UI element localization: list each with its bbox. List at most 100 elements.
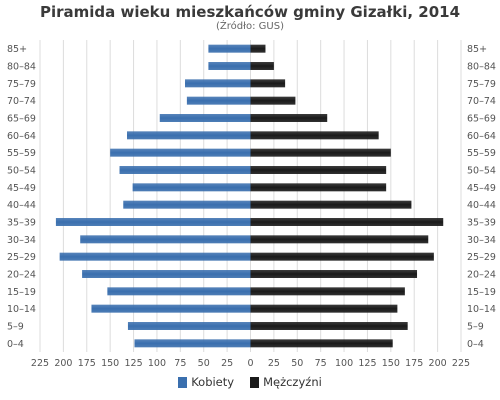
x-tick-label: 200 — [429, 358, 447, 369]
bar-male-40-44[interactable] — [250, 200, 412, 209]
category-label-left: 55–59 — [7, 148, 36, 159]
bar-male-50-54[interactable] — [250, 166, 387, 174]
category-label-left: 20–24 — [7, 270, 36, 281]
bar-female-30-34[interactable] — [80, 235, 251, 244]
x-tick-label: 25 — [221, 358, 233, 369]
bar-male-60-64[interactable] — [250, 131, 379, 140]
x-tick-label: 125 — [124, 358, 142, 369]
bar-male-70-74[interactable] — [250, 96, 296, 105]
category-label-right: 70–74 — [467, 96, 496, 107]
bar-female-25-29[interactable] — [59, 252, 251, 261]
category-label-right: 0–4 — [467, 339, 484, 350]
bar-male-80-84[interactable] — [250, 62, 274, 70]
category-label-right: 45–49 — [467, 183, 496, 194]
bar-female-60-64[interactable] — [127, 131, 251, 140]
category-label-right: 85+ — [467, 44, 487, 55]
category-label-right: 65–69 — [467, 114, 496, 125]
x-tick-label: 75 — [315, 358, 327, 369]
category-label-left: 15–19 — [7, 287, 36, 298]
bar-female-5-9[interactable] — [127, 322, 251, 330]
bar-male-0-4[interactable] — [250, 339, 393, 348]
category-label-left: 25–29 — [7, 252, 36, 263]
bar-male-85+[interactable] — [250, 44, 266, 53]
x-tick-label: 100 — [148, 358, 166, 369]
bar-female-50-54[interactable] — [119, 166, 251, 174]
category-label-left: 35–39 — [7, 218, 36, 229]
bar-female-55-59[interactable] — [110, 148, 251, 157]
bar-male-15-19[interactable] — [250, 287, 405, 296]
x-tick-label: 150 — [101, 358, 119, 369]
x-tick-label: 50 — [198, 358, 210, 369]
category-label-right: 10–14 — [467, 304, 496, 315]
bar-female-70-74[interactable] — [186, 96, 251, 105]
x-tick-label: 225 — [452, 358, 470, 369]
category-label-left: 5–9 — [7, 322, 24, 333]
bar-female-0-4[interactable] — [134, 339, 251, 348]
legend-item-female[interactable]: Kobiety — [178, 375, 234, 389]
x-tick-label: 0 — [247, 358, 253, 369]
category-label-left: 65–69 — [7, 114, 36, 125]
bar-male-30-34[interactable] — [250, 235, 429, 244]
bar-female-20-24[interactable] — [82, 270, 251, 278]
chart-title: Piramida wieku mieszkańców gminy Gizałki… — [39, 3, 461, 21]
bar-female-15-19[interactable] — [107, 287, 251, 296]
bar-male-55-59[interactable] — [250, 148, 391, 157]
chart-legend: Kobiety Mężczyźni — [0, 375, 500, 389]
x-tick-label: 225 — [31, 358, 49, 369]
x-tick-label: 100 — [335, 358, 353, 369]
legend-swatch-female — [178, 376, 188, 388]
category-label-left: 75–79 — [7, 79, 36, 90]
bar-female-45-49[interactable] — [132, 183, 251, 192]
chart-subtitle: (Źródło: GUS) — [216, 21, 284, 32]
x-tick-label: 175 — [405, 358, 423, 369]
bar-female-40-44[interactable] — [123, 200, 251, 209]
category-label-left: 40–44 — [7, 200, 36, 211]
category-label-right: 5–9 — [467, 322, 484, 333]
bar-female-85+[interactable] — [208, 44, 251, 53]
bar-male-5-9[interactable] — [250, 322, 408, 330]
category-label-left: 85+ — [7, 44, 27, 55]
category-label-right: 40–44 — [467, 200, 496, 211]
category-label-right: 15–19 — [467, 287, 496, 298]
x-tick-label: 175 — [78, 358, 96, 369]
bar-female-75-79[interactable] — [185, 79, 251, 88]
category-label-left: 80–84 — [7, 62, 36, 73]
x-tick-label: 25 — [268, 358, 280, 369]
bar-female-35-39[interactable] — [55, 218, 251, 226]
bar-male-25-29[interactable] — [250, 252, 434, 261]
legend-item-male[interactable]: Mężczyźni — [250, 375, 322, 389]
category-label-left: 50–54 — [7, 166, 36, 177]
category-label-left: 60–64 — [7, 131, 36, 142]
x-tick-label: 200 — [54, 358, 72, 369]
category-label-right: 30–34 — [467, 235, 496, 246]
bar-male-10-14[interactable] — [250, 304, 398, 313]
bar-female-80-84[interactable] — [208, 62, 251, 70]
category-label-right: 75–79 — [467, 79, 496, 90]
bar-male-35-39[interactable] — [250, 218, 444, 226]
bar-male-65-69[interactable] — [250, 114, 328, 122]
bar-male-20-24[interactable] — [250, 270, 418, 278]
bar-female-65-69[interactable] — [159, 114, 251, 122]
bar-male-45-49[interactable] — [250, 183, 387, 192]
legend-swatch-male — [250, 376, 260, 388]
x-tick-label: 75 — [174, 358, 186, 369]
category-label-left: 30–34 — [7, 235, 36, 246]
category-label-left: 70–74 — [7, 96, 36, 107]
category-label-left: 0–4 — [7, 339, 24, 350]
category-label-right: 35–39 — [467, 218, 496, 229]
x-tick-label: 125 — [358, 358, 376, 369]
category-label-right: 80–84 — [467, 62, 496, 73]
legend-label-male: Mężczyźni — [263, 375, 322, 389]
category-label-right: 60–64 — [467, 131, 496, 142]
category-label-right: 50–54 — [467, 166, 496, 177]
category-label-right: 20–24 — [467, 270, 496, 281]
category-label-right: 55–59 — [467, 148, 496, 159]
category-label-right: 25–29 — [467, 252, 496, 263]
bar-male-75-79[interactable] — [250, 79, 286, 88]
legend-label-female: Kobiety — [191, 375, 235, 389]
category-label-left: 10–14 — [7, 304, 36, 315]
category-label-left: 45–49 — [7, 183, 36, 194]
x-tick-label: 150 — [382, 358, 400, 369]
bar-female-10-14[interactable] — [91, 304, 251, 313]
